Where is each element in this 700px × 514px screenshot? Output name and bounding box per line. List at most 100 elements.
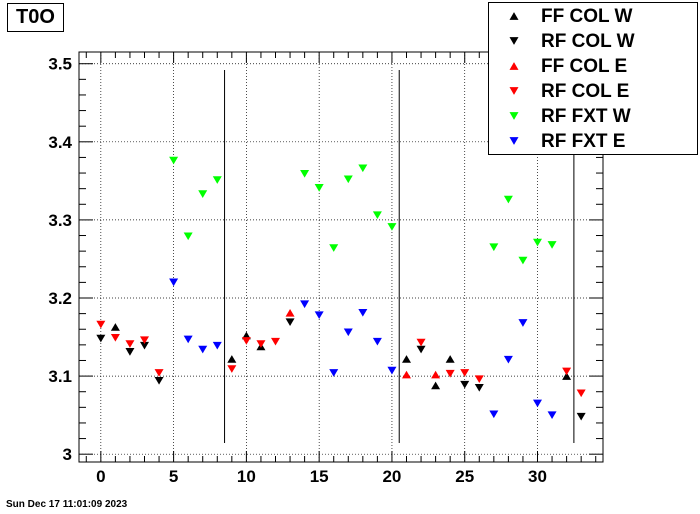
data-point bbox=[285, 309, 295, 317]
data-point bbox=[314, 311, 324, 320]
legend-label: FF COL E bbox=[541, 56, 628, 77]
legend-entry: FF COL E bbox=[489, 54, 697, 79]
data-point bbox=[154, 376, 164, 385]
legend-label: RF FXT W bbox=[541, 106, 631, 127]
data-point bbox=[183, 335, 193, 344]
data-point bbox=[547, 241, 557, 249]
data-point bbox=[212, 341, 222, 350]
x-tick-label: 15 bbox=[310, 467, 329, 486]
data-point bbox=[372, 211, 382, 220]
y-tick-label: 3.4 bbox=[48, 133, 72, 152]
data-point bbox=[460, 369, 470, 377]
data-point bbox=[431, 381, 441, 390]
data-point bbox=[212, 176, 222, 184]
data-point bbox=[416, 338, 426, 347]
data-point bbox=[329, 369, 339, 377]
data-point bbox=[576, 412, 586, 421]
data-point bbox=[125, 348, 135, 356]
legend-marker-icon bbox=[509, 137, 519, 145]
data-point bbox=[198, 190, 208, 198]
data-point bbox=[96, 334, 106, 343]
data-point bbox=[314, 184, 324, 192]
data-point bbox=[271, 337, 280, 346]
legend: FF COL W RF COL W FF COL E RF COL E RF FXT W… bbox=[488, 2, 698, 155]
data-point bbox=[198, 345, 208, 354]
legend-marker-shape bbox=[509, 87, 519, 95]
plot-frame bbox=[78, 51, 604, 463]
data-point bbox=[300, 170, 310, 178]
legend-entry: RF FXT E bbox=[489, 129, 697, 154]
legend-label: RF COL W bbox=[541, 31, 635, 52]
data-point bbox=[503, 355, 513, 364]
data-point bbox=[562, 367, 572, 376]
legend-label: RF FXT E bbox=[541, 131, 626, 152]
data-point bbox=[140, 336, 149, 344]
x-tick-labels: 0 5 10 15 20 25 30 bbox=[96, 467, 547, 486]
data-point bbox=[562, 372, 572, 380]
x-tick-label: 25 bbox=[455, 467, 474, 486]
grid-lines bbox=[79, 52, 603, 462]
data-point bbox=[503, 195, 513, 204]
data-point bbox=[329, 244, 339, 252]
data-point bbox=[576, 389, 586, 398]
legend-entry: RF COL W bbox=[489, 29, 697, 54]
data-point bbox=[431, 370, 441, 379]
data-point bbox=[489, 410, 499, 419]
data-point bbox=[256, 340, 266, 348]
legend-marker-icon bbox=[509, 62, 519, 70]
data-point bbox=[285, 318, 295, 327]
data-points bbox=[96, 156, 586, 421]
data-point bbox=[343, 328, 353, 337]
legend-marker-shape bbox=[509, 112, 519, 120]
data-point bbox=[169, 278, 179, 287]
legend-marker-shape bbox=[509, 62, 519, 70]
data-point bbox=[125, 340, 135, 348]
y-tick-label: 3.2 bbox=[48, 289, 72, 308]
data-point bbox=[372, 337, 382, 346]
x-tick-label: 0 bbox=[96, 467, 105, 486]
data-point bbox=[402, 370, 411, 379]
data-point bbox=[387, 366, 397, 375]
timestamp-footer: Sun Dec 17 11:01:09 2023 bbox=[6, 499, 128, 510]
y-tick-labels: 3 3.1 3.2 3.3 3.4 3.5 bbox=[48, 55, 72, 464]
x-tick-label: 10 bbox=[237, 467, 256, 486]
data-point bbox=[358, 164, 368, 173]
x-tick-label: 30 bbox=[528, 467, 547, 486]
data-point bbox=[387, 223, 397, 231]
data-point bbox=[460, 380, 470, 389]
data-point bbox=[416, 345, 426, 354]
chart-title: T0O bbox=[7, 3, 64, 32]
data-point bbox=[300, 300, 310, 309]
data-point bbox=[343, 175, 353, 184]
legend-entry: RF FXT W bbox=[489, 104, 697, 129]
data-point bbox=[445, 369, 455, 378]
data-point bbox=[110, 334, 120, 342]
legend-marker-icon bbox=[509, 37, 519, 45]
data-point bbox=[169, 156, 179, 165]
data-point bbox=[533, 238, 542, 247]
data-point bbox=[140, 341, 149, 350]
y-tick-label: 3.1 bbox=[48, 367, 72, 386]
data-point bbox=[358, 309, 368, 317]
legend-entry: FF COL W bbox=[489, 4, 697, 29]
x-tick-label: 20 bbox=[382, 467, 401, 486]
legend-label: FF COL W bbox=[541, 6, 633, 27]
data-point bbox=[547, 411, 557, 419]
y-tick-label: 3.3 bbox=[48, 211, 72, 230]
data-point bbox=[518, 256, 528, 265]
data-point bbox=[474, 375, 484, 384]
x-tick-label: 5 bbox=[169, 467, 178, 486]
legend-marker-icon bbox=[509, 12, 519, 20]
legend-entry: RF COL E bbox=[489, 79, 697, 104]
data-point bbox=[489, 243, 499, 252]
data-point bbox=[518, 319, 528, 327]
y-tick-label: 3.5 bbox=[48, 55, 72, 74]
legend-marker-shape bbox=[509, 37, 519, 45]
data-point bbox=[474, 383, 484, 392]
y-tick-label: 3 bbox=[63, 445, 72, 464]
data-point bbox=[183, 232, 193, 241]
data-point bbox=[241, 337, 251, 345]
data-point bbox=[154, 369, 164, 377]
data-point bbox=[227, 355, 237, 363]
